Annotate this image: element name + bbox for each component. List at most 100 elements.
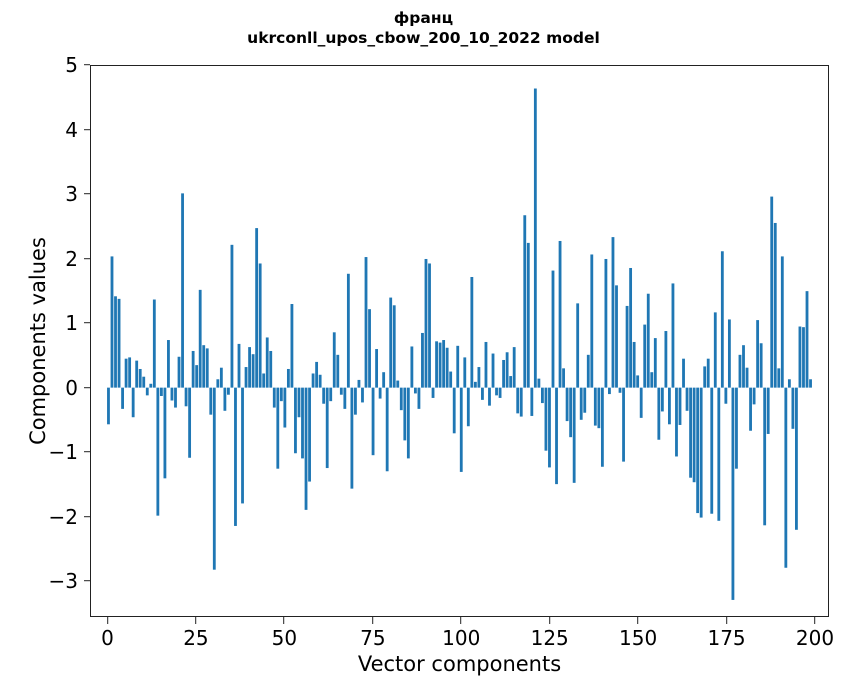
x-tick-mark bbox=[372, 617, 374, 624]
x-tick-mark bbox=[195, 617, 197, 624]
y-tick-label: 2 bbox=[65, 246, 78, 271]
bar bbox=[756, 320, 760, 388]
bar bbox=[632, 341, 636, 388]
bar bbox=[413, 387, 417, 394]
bar bbox=[745, 367, 749, 388]
bar bbox=[643, 324, 647, 388]
bar bbox=[558, 240, 562, 388]
bar bbox=[802, 327, 805, 388]
bar bbox=[671, 283, 675, 388]
bar bbox=[498, 387, 502, 398]
bar bbox=[346, 273, 350, 388]
bar bbox=[749, 387, 752, 431]
bar bbox=[533, 88, 537, 388]
bar bbox=[604, 258, 608, 388]
bar bbox=[473, 381, 477, 388]
bar bbox=[569, 387, 573, 438]
bar bbox=[618, 387, 622, 393]
bar bbox=[241, 387, 244, 504]
bar bbox=[209, 387, 213, 415]
bar bbox=[660, 387, 664, 412]
bar bbox=[216, 379, 220, 388]
bar bbox=[505, 352, 509, 388]
x-tick-label: 200 bbox=[795, 626, 835, 650]
bar bbox=[576, 303, 580, 388]
bar bbox=[625, 305, 629, 388]
bar bbox=[286, 368, 290, 388]
bar bbox=[135, 360, 139, 388]
bar bbox=[329, 387, 333, 402]
bar bbox=[512, 347, 516, 388]
bar bbox=[682, 358, 685, 388]
bar bbox=[727, 319, 731, 388]
bar bbox=[773, 222, 777, 388]
bar bbox=[269, 350, 273, 388]
bar bbox=[484, 341, 488, 388]
bar bbox=[445, 347, 449, 388]
bar bbox=[258, 263, 262, 388]
bar bbox=[417, 387, 421, 409]
bar bbox=[699, 387, 703, 518]
bar bbox=[540, 387, 544, 404]
bar bbox=[555, 387, 558, 485]
bar bbox=[195, 365, 199, 388]
bar bbox=[470, 276, 474, 388]
bar bbox=[149, 383, 153, 388]
x-tick-mark bbox=[814, 617, 816, 624]
bar bbox=[590, 254, 594, 388]
bar bbox=[378, 387, 382, 399]
x-tick-mark bbox=[637, 617, 639, 624]
bar bbox=[763, 387, 767, 526]
x-tick-mark bbox=[106, 617, 108, 624]
bar bbox=[339, 387, 343, 395]
bar bbox=[403, 387, 407, 441]
bar bbox=[385, 387, 389, 472]
bar bbox=[678, 387, 682, 425]
bar bbox=[477, 367, 481, 388]
bar bbox=[124, 358, 128, 388]
bar bbox=[152, 299, 156, 388]
bar bbox=[170, 387, 174, 401]
bar bbox=[650, 372, 654, 388]
bar bbox=[350, 387, 354, 489]
bar bbox=[449, 371, 453, 388]
y-tick-label: 0 bbox=[65, 375, 78, 400]
bar bbox=[230, 244, 234, 388]
y-tick-label: 4 bbox=[65, 117, 78, 142]
bar bbox=[389, 297, 393, 388]
bar bbox=[565, 387, 569, 422]
bar bbox=[251, 354, 255, 388]
bar bbox=[795, 387, 798, 530]
bar-group bbox=[107, 88, 812, 600]
bar bbox=[354, 387, 357, 415]
bar bbox=[315, 361, 319, 388]
bar bbox=[336, 354, 340, 388]
bar bbox=[198, 289, 202, 388]
bar bbox=[202, 345, 206, 388]
bar bbox=[530, 387, 534, 416]
bar bbox=[107, 387, 110, 425]
bar bbox=[442, 340, 446, 388]
bar bbox=[364, 257, 368, 388]
bar-series-canvas bbox=[107, 88, 812, 600]
bar bbox=[188, 387, 192, 458]
bar bbox=[551, 270, 555, 388]
chart-title: франц ukrconll_upos_cbow_200_10_2022 mod… bbox=[0, 8, 847, 48]
bar bbox=[653, 338, 657, 388]
y-axis-label: Components values bbox=[26, 237, 50, 445]
plot-axes bbox=[90, 65, 829, 617]
bar bbox=[639, 387, 643, 418]
bar bbox=[488, 387, 491, 406]
bar bbox=[600, 387, 604, 467]
bar bbox=[787, 379, 791, 388]
bar bbox=[766, 387, 770, 434]
bar bbox=[537, 378, 541, 388]
bar bbox=[463, 357, 467, 388]
bar bbox=[279, 387, 283, 402]
y-tick-label: −3 bbox=[48, 569, 78, 594]
bar bbox=[731, 387, 735, 600]
bar bbox=[406, 387, 410, 459]
bar bbox=[219, 367, 223, 388]
bar bbox=[399, 387, 403, 411]
